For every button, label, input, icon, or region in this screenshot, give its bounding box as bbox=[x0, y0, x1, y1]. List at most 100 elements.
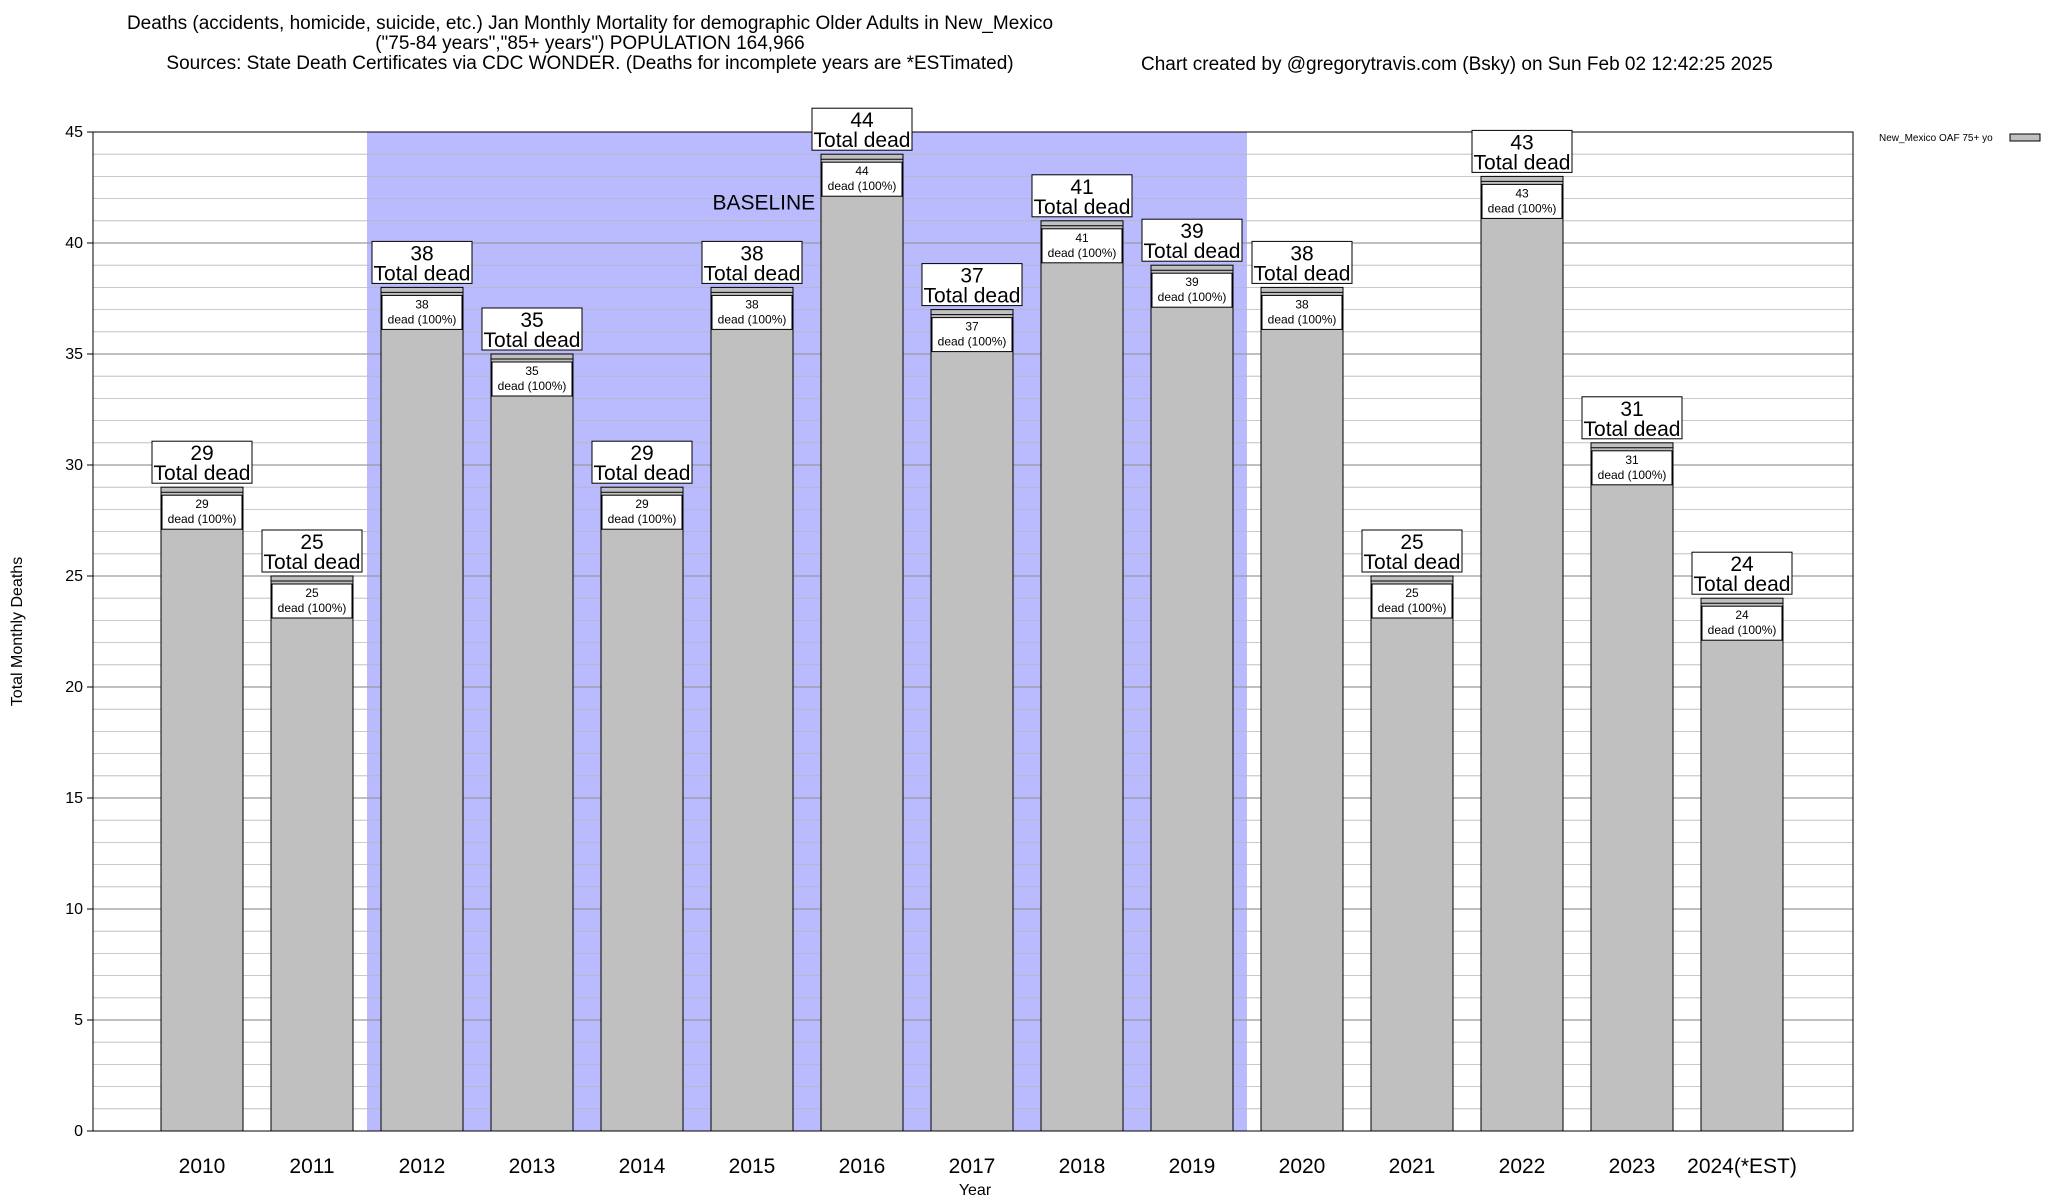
x-category-label: 2019 bbox=[1169, 1155, 1216, 1178]
inner-label-box bbox=[1041, 228, 1123, 264]
total-label-value: 29 bbox=[190, 442, 213, 465]
inner-label-text: dead (100%) bbox=[828, 179, 897, 193]
total-label-value: 25 bbox=[300, 531, 323, 554]
x-category-label: 2012 bbox=[399, 1155, 446, 1178]
total-label-box bbox=[1471, 129, 1573, 173]
inner-label-value: 43 bbox=[1515, 186, 1529, 200]
inner-label-value: 35 bbox=[525, 364, 539, 378]
x-category-label: 2011 bbox=[289, 1155, 334, 1178]
x-category-label: 2024(*EST) bbox=[1687, 1155, 1797, 1178]
inner-label-text: dead (100%) bbox=[278, 601, 347, 615]
total-label-value: 38 bbox=[1290, 242, 1313, 265]
inner-label-box bbox=[821, 161, 903, 197]
x-category-label: 2010 bbox=[179, 1155, 226, 1178]
inner-label-box bbox=[491, 361, 573, 397]
bar bbox=[1480, 175, 1564, 1132]
x-category-label: 2014 bbox=[619, 1155, 666, 1178]
x-category-label: 2017 bbox=[949, 1155, 996, 1178]
inner-label-value: 24 bbox=[1735, 608, 1749, 622]
inner-label-text: dead (100%) bbox=[938, 335, 1007, 349]
bar bbox=[270, 575, 354, 1132]
total-label-text: Total dead bbox=[1254, 262, 1351, 285]
inner-label-value: 29 bbox=[195, 497, 209, 511]
bar bbox=[1150, 264, 1234, 1132]
total-label-box bbox=[1031, 174, 1133, 218]
total-label-box bbox=[481, 307, 583, 351]
inner-label-text: dead (100%) bbox=[1158, 290, 1227, 304]
total-label-box bbox=[1691, 551, 1793, 595]
bar bbox=[930, 309, 1014, 1132]
inner-label-value: 39 bbox=[1185, 275, 1199, 289]
bar bbox=[1260, 286, 1344, 1132]
total-label-text: Total dead bbox=[1144, 240, 1241, 263]
inner-label-box bbox=[711, 294, 793, 330]
chart-sources: Sources: State Death Certificates via CD… bbox=[166, 53, 1014, 74]
total-label-box bbox=[811, 107, 913, 151]
total-label-text: Total dead bbox=[704, 262, 801, 285]
inner-label-text: dead (100%) bbox=[1708, 623, 1777, 637]
inner-label-value: 44 bbox=[855, 164, 869, 178]
total-label-value: 37 bbox=[960, 265, 983, 288]
inner-label-text: dead (100%) bbox=[1488, 201, 1557, 215]
total-label-box bbox=[701, 240, 803, 284]
total-label-value: 31 bbox=[1620, 398, 1643, 421]
total-label-value: 38 bbox=[740, 242, 763, 265]
total-label-value: 29 bbox=[630, 442, 653, 465]
inner-label-text: dead (100%) bbox=[1268, 312, 1337, 326]
inner-label-box bbox=[1261, 294, 1343, 330]
x-category-label: 2022 bbox=[1499, 1155, 1546, 1178]
bar bbox=[380, 286, 464, 1132]
inner-label-text: dead (100%) bbox=[1048, 246, 1117, 260]
x-category-label: 2021 bbox=[1389, 1155, 1436, 1178]
total-label-box bbox=[1581, 396, 1683, 440]
total-label-text: Total dead bbox=[1694, 573, 1791, 596]
total-label-box bbox=[921, 263, 1023, 307]
inner-label-value: 38 bbox=[745, 297, 759, 311]
total-label-value: 38 bbox=[410, 242, 433, 265]
total-label-text: Total dead bbox=[1474, 151, 1571, 174]
total-label-box bbox=[151, 440, 253, 484]
inner-label-box bbox=[1371, 583, 1453, 619]
y-tick-label: 20 bbox=[65, 679, 83, 696]
total-label-box bbox=[261, 529, 363, 573]
bar bbox=[1700, 597, 1784, 1132]
chart-credit: Chart created by @gregorytravis.com (Bsk… bbox=[1141, 54, 1773, 75]
bar bbox=[710, 286, 794, 1132]
y-axis-label: Total Monthly Deaths bbox=[9, 557, 26, 706]
inner-label-box bbox=[1481, 183, 1563, 219]
total-label-box bbox=[591, 440, 693, 484]
x-category-label: 2018 bbox=[1059, 1155, 1106, 1178]
bar bbox=[1040, 220, 1124, 1132]
inner-label-box bbox=[271, 583, 353, 619]
inner-label-value: 37 bbox=[965, 320, 979, 334]
y-tick-label: 30 bbox=[65, 457, 83, 474]
inner-label-box bbox=[1591, 450, 1673, 486]
inner-label-value: 41 bbox=[1075, 231, 1089, 245]
inner-label-box bbox=[931, 317, 1013, 353]
legend-label: New_Mexico OAF 75+ yo bbox=[1879, 133, 1993, 144]
total-label-text: Total dead bbox=[264, 551, 361, 574]
inner-label-text: dead (100%) bbox=[388, 312, 457, 326]
total-label-text: Total dead bbox=[374, 262, 471, 285]
total-label-text: Total dead bbox=[484, 329, 581, 352]
inner-label-value: 38 bbox=[415, 297, 429, 311]
inner-label-text: dead (100%) bbox=[718, 312, 787, 326]
bar bbox=[160, 486, 244, 1132]
chart-title: Deaths (accidents, homicide, suicide, et… bbox=[126, 13, 1054, 34]
x-category-label: 2023 bbox=[1609, 1155, 1656, 1178]
total-label-text: Total dead bbox=[924, 285, 1021, 308]
inner-label-value: 31 bbox=[1625, 453, 1639, 467]
total-label-box bbox=[371, 240, 473, 284]
y-tick-label: 25 bbox=[65, 568, 83, 585]
inner-label-text: dead (100%) bbox=[1378, 601, 1447, 615]
total-label-text: Total dead bbox=[1034, 196, 1131, 219]
total-label-text: Total dead bbox=[594, 462, 691, 485]
bar bbox=[820, 153, 904, 1132]
inner-label-value: 25 bbox=[1405, 586, 1419, 600]
legend-swatch bbox=[2009, 133, 2041, 142]
inner-label-value: 38 bbox=[1295, 297, 1309, 311]
bar bbox=[1370, 575, 1454, 1132]
y-tick-label: 45 bbox=[65, 124, 83, 141]
chart-subtitle: ("75-84 years","85+ years") POPULATION 1… bbox=[375, 33, 805, 54]
inner-label-box bbox=[1151, 272, 1233, 308]
